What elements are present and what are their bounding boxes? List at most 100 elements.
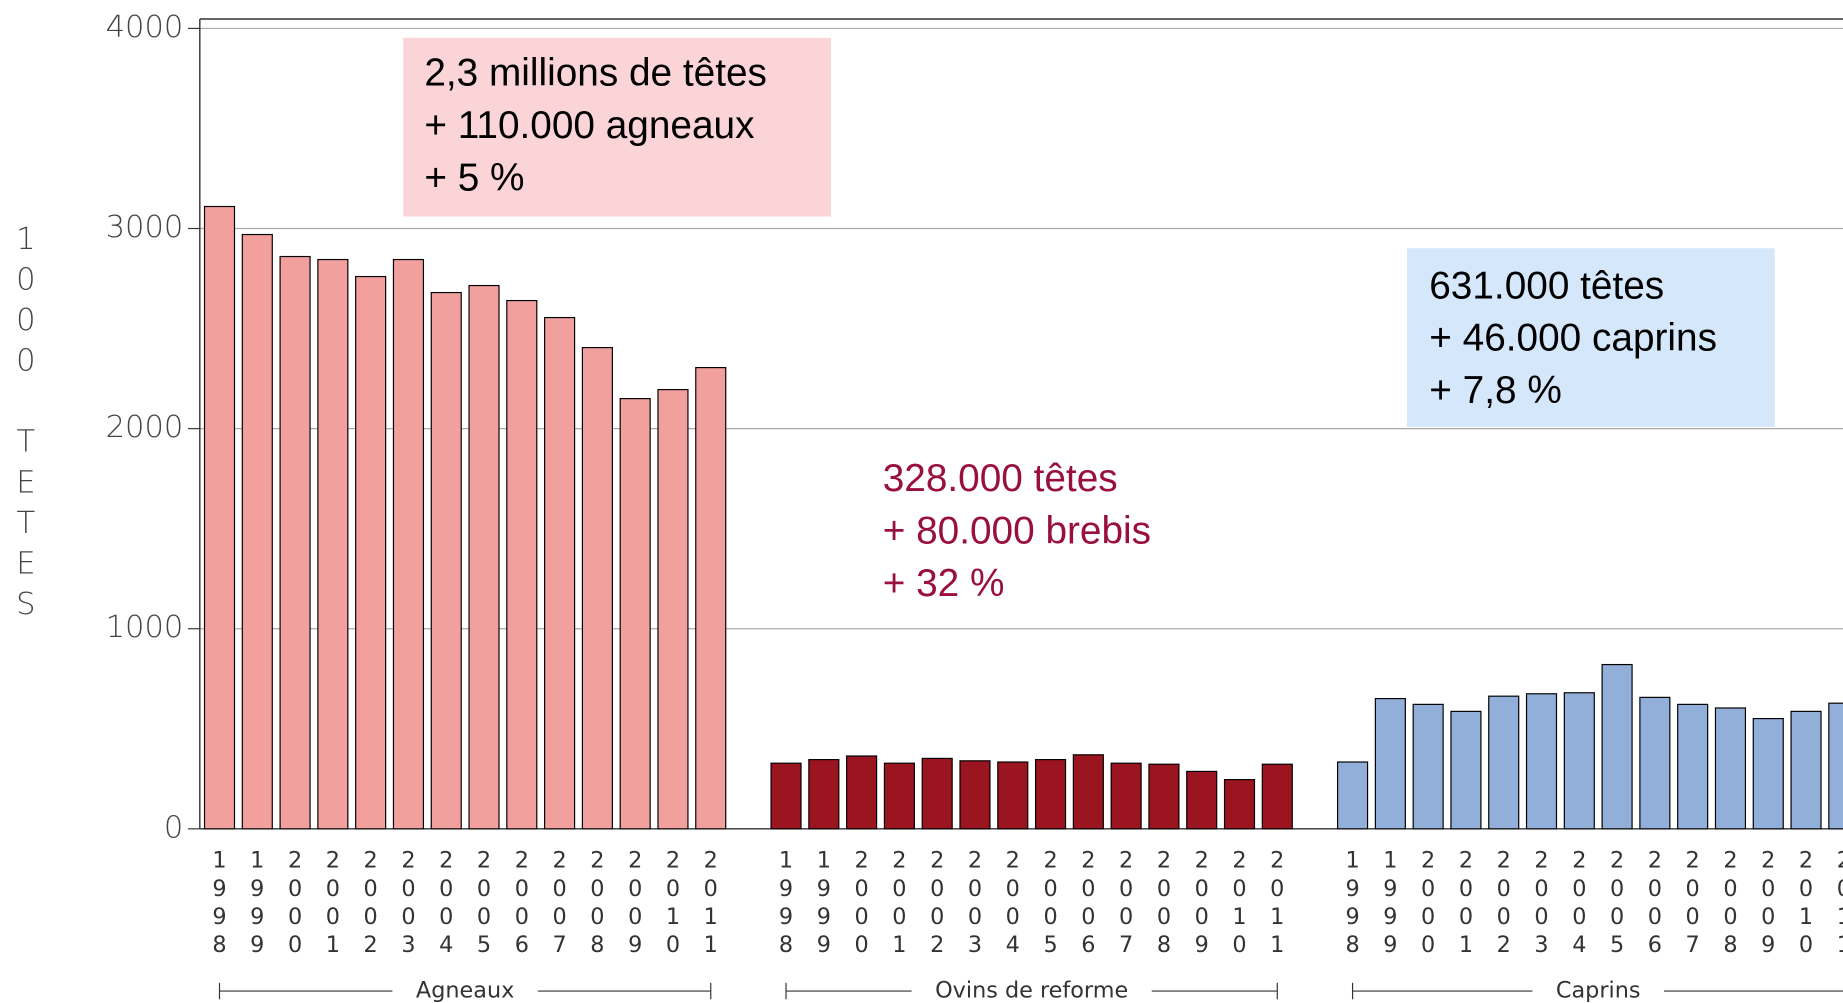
bar	[430, 291, 462, 830]
bar	[1450, 710, 1482, 830]
bar	[1223, 779, 1256, 830]
bar	[657, 389, 689, 830]
bar	[1828, 702, 1843, 830]
annotation-text: 631.000 têtes	[1429, 264, 1664, 307]
bar	[1186, 770, 1218, 830]
bar	[1034, 759, 1067, 830]
bar	[619, 398, 651, 830]
annotation-box	[403, 37, 831, 217]
bar	[1412, 703, 1444, 830]
bar	[1525, 693, 1558, 830]
group-label: Ovins de reforme	[935, 978, 1128, 1003]
bar	[1488, 695, 1520, 830]
bar	[279, 255, 311, 830]
bar	[468, 284, 500, 830]
annotation-text: + 5 %	[424, 156, 524, 199]
annotation-text: + 7,8 %	[1429, 369, 1562, 412]
y-tick-label: 4000	[106, 10, 184, 45]
bar	[241, 233, 273, 830]
bar	[1601, 663, 1633, 830]
bar	[1110, 762, 1142, 830]
annotation-box	[1406, 248, 1775, 427]
bar	[1639, 696, 1671, 830]
bar	[959, 760, 991, 830]
annotation-text: + 46.000 caprins	[1429, 317, 1717, 360]
bar	[1148, 763, 1180, 830]
bar	[883, 762, 915, 830]
bar	[1677, 703, 1709, 830]
bar	[695, 367, 727, 830]
bar	[846, 755, 878, 830]
bar	[921, 757, 953, 830]
bar	[770, 762, 802, 830]
bar	[317, 258, 349, 830]
bar	[581, 346, 613, 830]
bar	[392, 258, 425, 830]
annotation-text: 328.000 têtes	[883, 457, 1118, 500]
bar	[1563, 692, 1595, 830]
bar	[203, 205, 236, 830]
y-tick-label: 1000	[106, 610, 184, 645]
bar	[1261, 763, 1293, 830]
bar	[1714, 707, 1747, 830]
bar	[1336, 761, 1369, 830]
group-label: Agneaux	[416, 978, 514, 1003]
bar	[1374, 697, 1406, 830]
bar	[997, 761, 1029, 830]
bar	[1790, 710, 1822, 830]
bar	[808, 759, 840, 830]
y-tick-label: 2000	[106, 410, 184, 445]
y-tick-label: 0	[164, 810, 183, 845]
bar	[355, 275, 387, 830]
bar	[544, 316, 576, 830]
bar	[1072, 754, 1104, 830]
annotation-text: + 32 %	[883, 562, 1005, 605]
annotation-text: 2,3 millions de têtes	[424, 52, 767, 95]
bar	[1752, 717, 1784, 830]
annotation-text: + 80.000 brebis	[883, 509, 1151, 552]
group-label: Caprins	[1556, 978, 1641, 1003]
